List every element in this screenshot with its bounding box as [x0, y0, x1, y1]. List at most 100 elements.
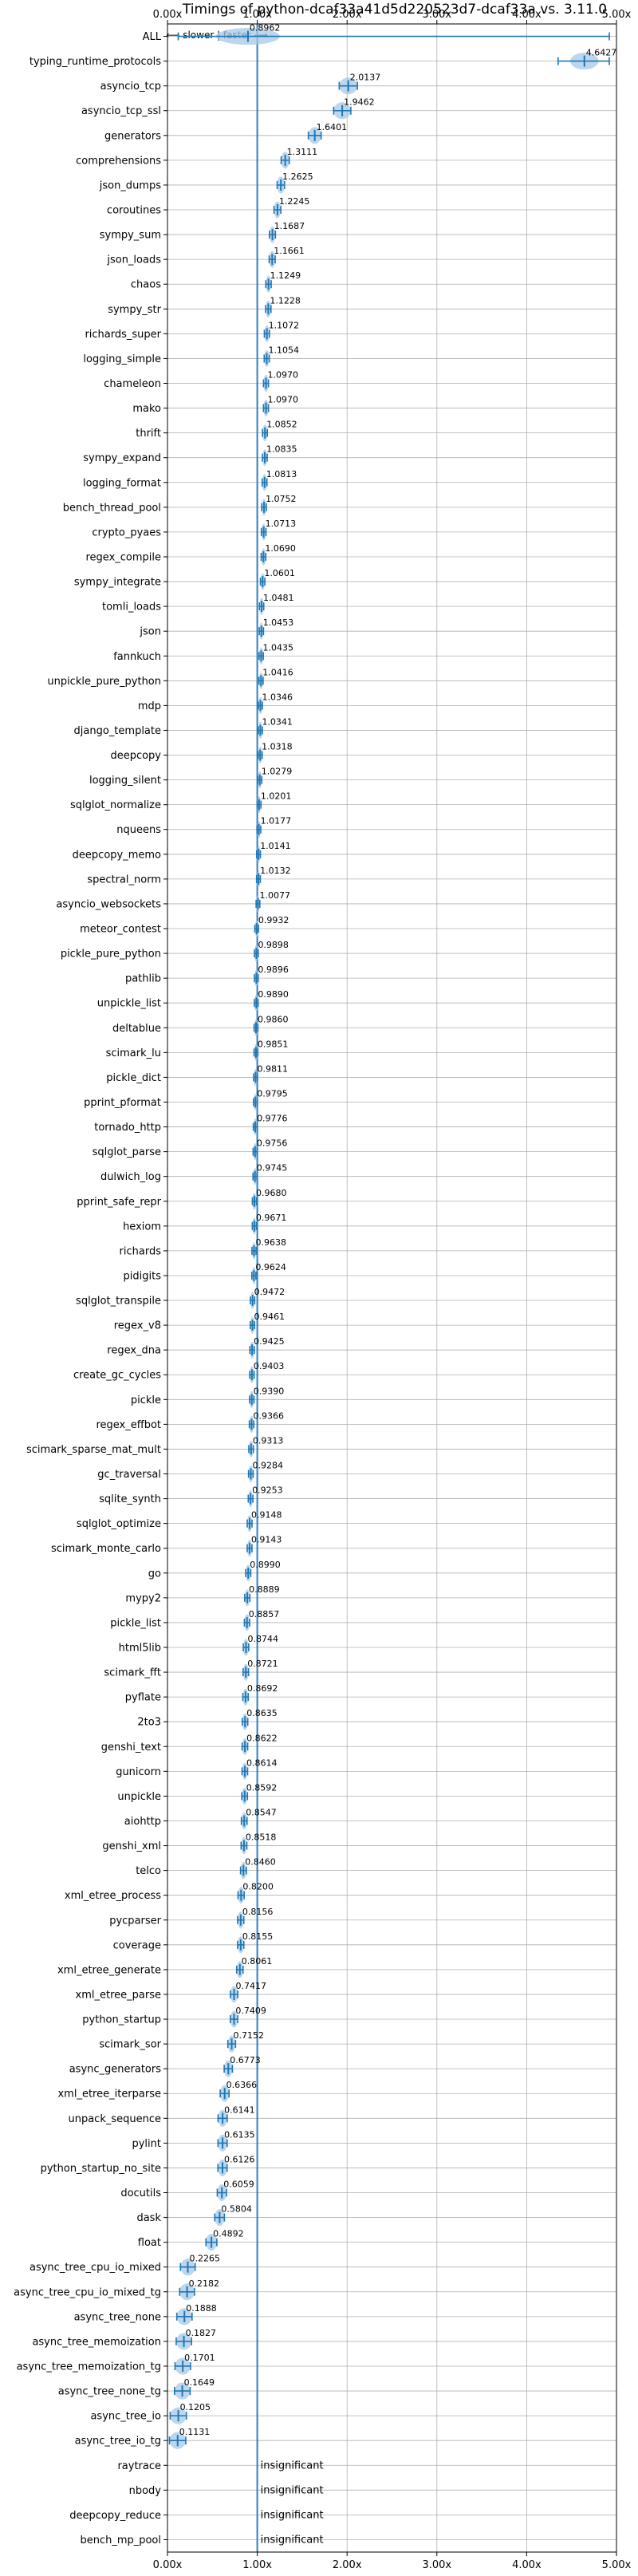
value-label: 0.7152 — [234, 2030, 265, 2041]
category-label: sympy_expand — [83, 452, 161, 464]
category-label: async_tree_io — [90, 2411, 161, 2423]
value-label: 0.9366 — [253, 1410, 284, 1421]
value-label: 1.0835 — [266, 444, 297, 455]
value-label: 0.8889 — [249, 1584, 280, 1595]
insignificant-label: insignificant — [261, 2484, 324, 2496]
x-tick-label-bottom: 1.00x — [242, 2559, 272, 2571]
value-label: 1.2245 — [279, 196, 310, 207]
category-label: scimark_sor — [99, 2039, 161, 2051]
value-label: 1.0346 — [262, 692, 293, 702]
value-label: 0.9860 — [258, 1014, 289, 1024]
x-axis-ticks: 0.00x 0.00x 1.00x 1.00x 2.00x 2.00x 3.00x 3.00x… — [153, 9, 632, 2571]
category-label: sqlglot_normalize — [70, 799, 161, 811]
value-label: 1.0813 — [266, 469, 297, 479]
x-tick-label-top: 0.00x — [153, 9, 183, 21]
category-label: meteor_contest — [80, 924, 161, 936]
category-label: coverage — [113, 1939, 161, 1951]
value-label: 1.0177 — [261, 816, 292, 826]
category-label: async_tree_memoization_tg — [17, 2361, 161, 2373]
category-label: gc_traversal — [97, 1469, 161, 1481]
category-label: crypto_pyaes — [92, 527, 161, 538]
category-label: aiohttp — [124, 1816, 161, 1828]
value-label: 0.2265 — [190, 2254, 221, 2264]
category-label: unpack_sequence — [68, 2113, 161, 2125]
value-label: 1.3111 — [287, 147, 318, 157]
category-label: mdp — [138, 700, 161, 712]
value-label: 0.2182 — [189, 2278, 220, 2289]
value-label: 1.0318 — [262, 742, 293, 752]
category-label: thrift — [136, 428, 161, 440]
category-label: docutils — [120, 2187, 161, 2199]
value-label: 1.0752 — [266, 494, 297, 504]
category-labels: ALL typing_runtime_protocols asyncio_tcpas… — [14, 31, 167, 2546]
category-label: dulwich_log — [100, 1171, 161, 1183]
value-label: 0.8547 — [246, 1807, 277, 1817]
x-tick-label-top: 3.00x — [422, 9, 451, 21]
value-label: 0.8990 — [250, 1560, 281, 1570]
value-label: 2.0137 — [350, 73, 381, 83]
category-label: async_tree_none — [74, 2311, 161, 2323]
value-label: 0.8061 — [242, 1956, 273, 1967]
category-label: pidigits — [124, 1270, 162, 1282]
category-label: genshi_xml — [102, 1840, 161, 1852]
category-label: async_tree_cpu_io_mixed — [30, 2262, 161, 2274]
value-label: 0.8518 — [246, 1832, 277, 1843]
category-label: logging_format — [83, 477, 161, 489]
category-label: nqueens — [116, 824, 161, 836]
value-label: 1.9462 — [344, 97, 375, 108]
value-label: 1.0435 — [262, 642, 293, 653]
category-label: go — [148, 1568, 161, 1580]
x-tick-label-bottom: 4.00x — [512, 2559, 542, 2571]
category-label: create_gc_cycles — [73, 1370, 161, 1382]
value-label: 0.9253 — [252, 1485, 283, 1496]
value-label: 0.8857 — [249, 1609, 280, 1619]
category-label: sympy_sum — [100, 230, 161, 242]
category-label: 2to3 — [137, 1717, 161, 1729]
category-label: pickle — [131, 1395, 161, 1406]
value-label: 0.6141 — [224, 2105, 255, 2115]
category-label: async_tree_io_tg — [75, 2436, 161, 2448]
value-label: 0.9756 — [257, 1138, 288, 1149]
category-label: chameleon — [104, 378, 161, 390]
category-label: pickle_pure_python — [61, 949, 161, 961]
category-label: scimark_sparse_mat_mult — [26, 1444, 161, 1456]
category-label: telco — [136, 1865, 161, 1877]
value-label: 0.6773 — [230, 2055, 261, 2065]
value-label: 0.8622 — [246, 1733, 278, 1743]
x-tick-label-bottom: 2.00x — [333, 2559, 362, 2571]
category-label: tomli_loads — [102, 602, 161, 613]
value-label: 1.0077 — [259, 890, 290, 901]
insignificant-label: insignificant — [261, 2534, 324, 2546]
x-tick-label-top: 4.00x — [512, 9, 542, 21]
category-label: comprehensions — [76, 155, 161, 167]
value-label: 1.0341 — [262, 716, 293, 727]
category-label: async_tree_cpu_io_mixed_tg — [14, 2286, 161, 2298]
value-label: 1.0852 — [266, 420, 297, 430]
category-label: xml_etree_generate — [57, 1964, 161, 1976]
value-label: 0.9932 — [258, 915, 289, 925]
category-label: richards — [120, 1245, 162, 1257]
value-label: 0.8721 — [247, 1659, 278, 1669]
category-label: gunicorn — [116, 1766, 161, 1778]
category-label: async_generators — [69, 2064, 162, 2076]
category-label: pathlib — [125, 973, 161, 985]
category-label: async_tree_none_tg — [58, 2386, 161, 2398]
category-label: pylint — [132, 2138, 161, 2150]
category-label: pycparser — [109, 1915, 161, 1927]
value-label: 1.0713 — [266, 519, 297, 529]
value-label: 1.0201 — [261, 791, 292, 802]
value-label: 0.1888 — [186, 2303, 217, 2314]
value-label: 0.9795 — [257, 1088, 288, 1099]
category-label: sympy_integrate — [74, 577, 161, 589]
value-label: 1.0970 — [268, 395, 299, 405]
benchmark-marks: 0.8962 4.6427 2.0137 1.9462 1.6401 1.3111 1.26… — [168, 23, 616, 2552]
category-label: sympy_str — [108, 304, 161, 316]
value-label: 1.0690 — [265, 543, 296, 554]
value-label: 0.1131 — [179, 2427, 210, 2437]
category-label: mako — [132, 403, 161, 415]
value-label: 0.7409 — [235, 2006, 266, 2016]
category-label: pickle_list — [110, 1617, 161, 1629]
value-label: 0.4892 — [213, 2229, 244, 2239]
category-label: asyncio_tcp_ssl — [81, 105, 161, 117]
value-label: 0.9425 — [254, 1336, 285, 1347]
